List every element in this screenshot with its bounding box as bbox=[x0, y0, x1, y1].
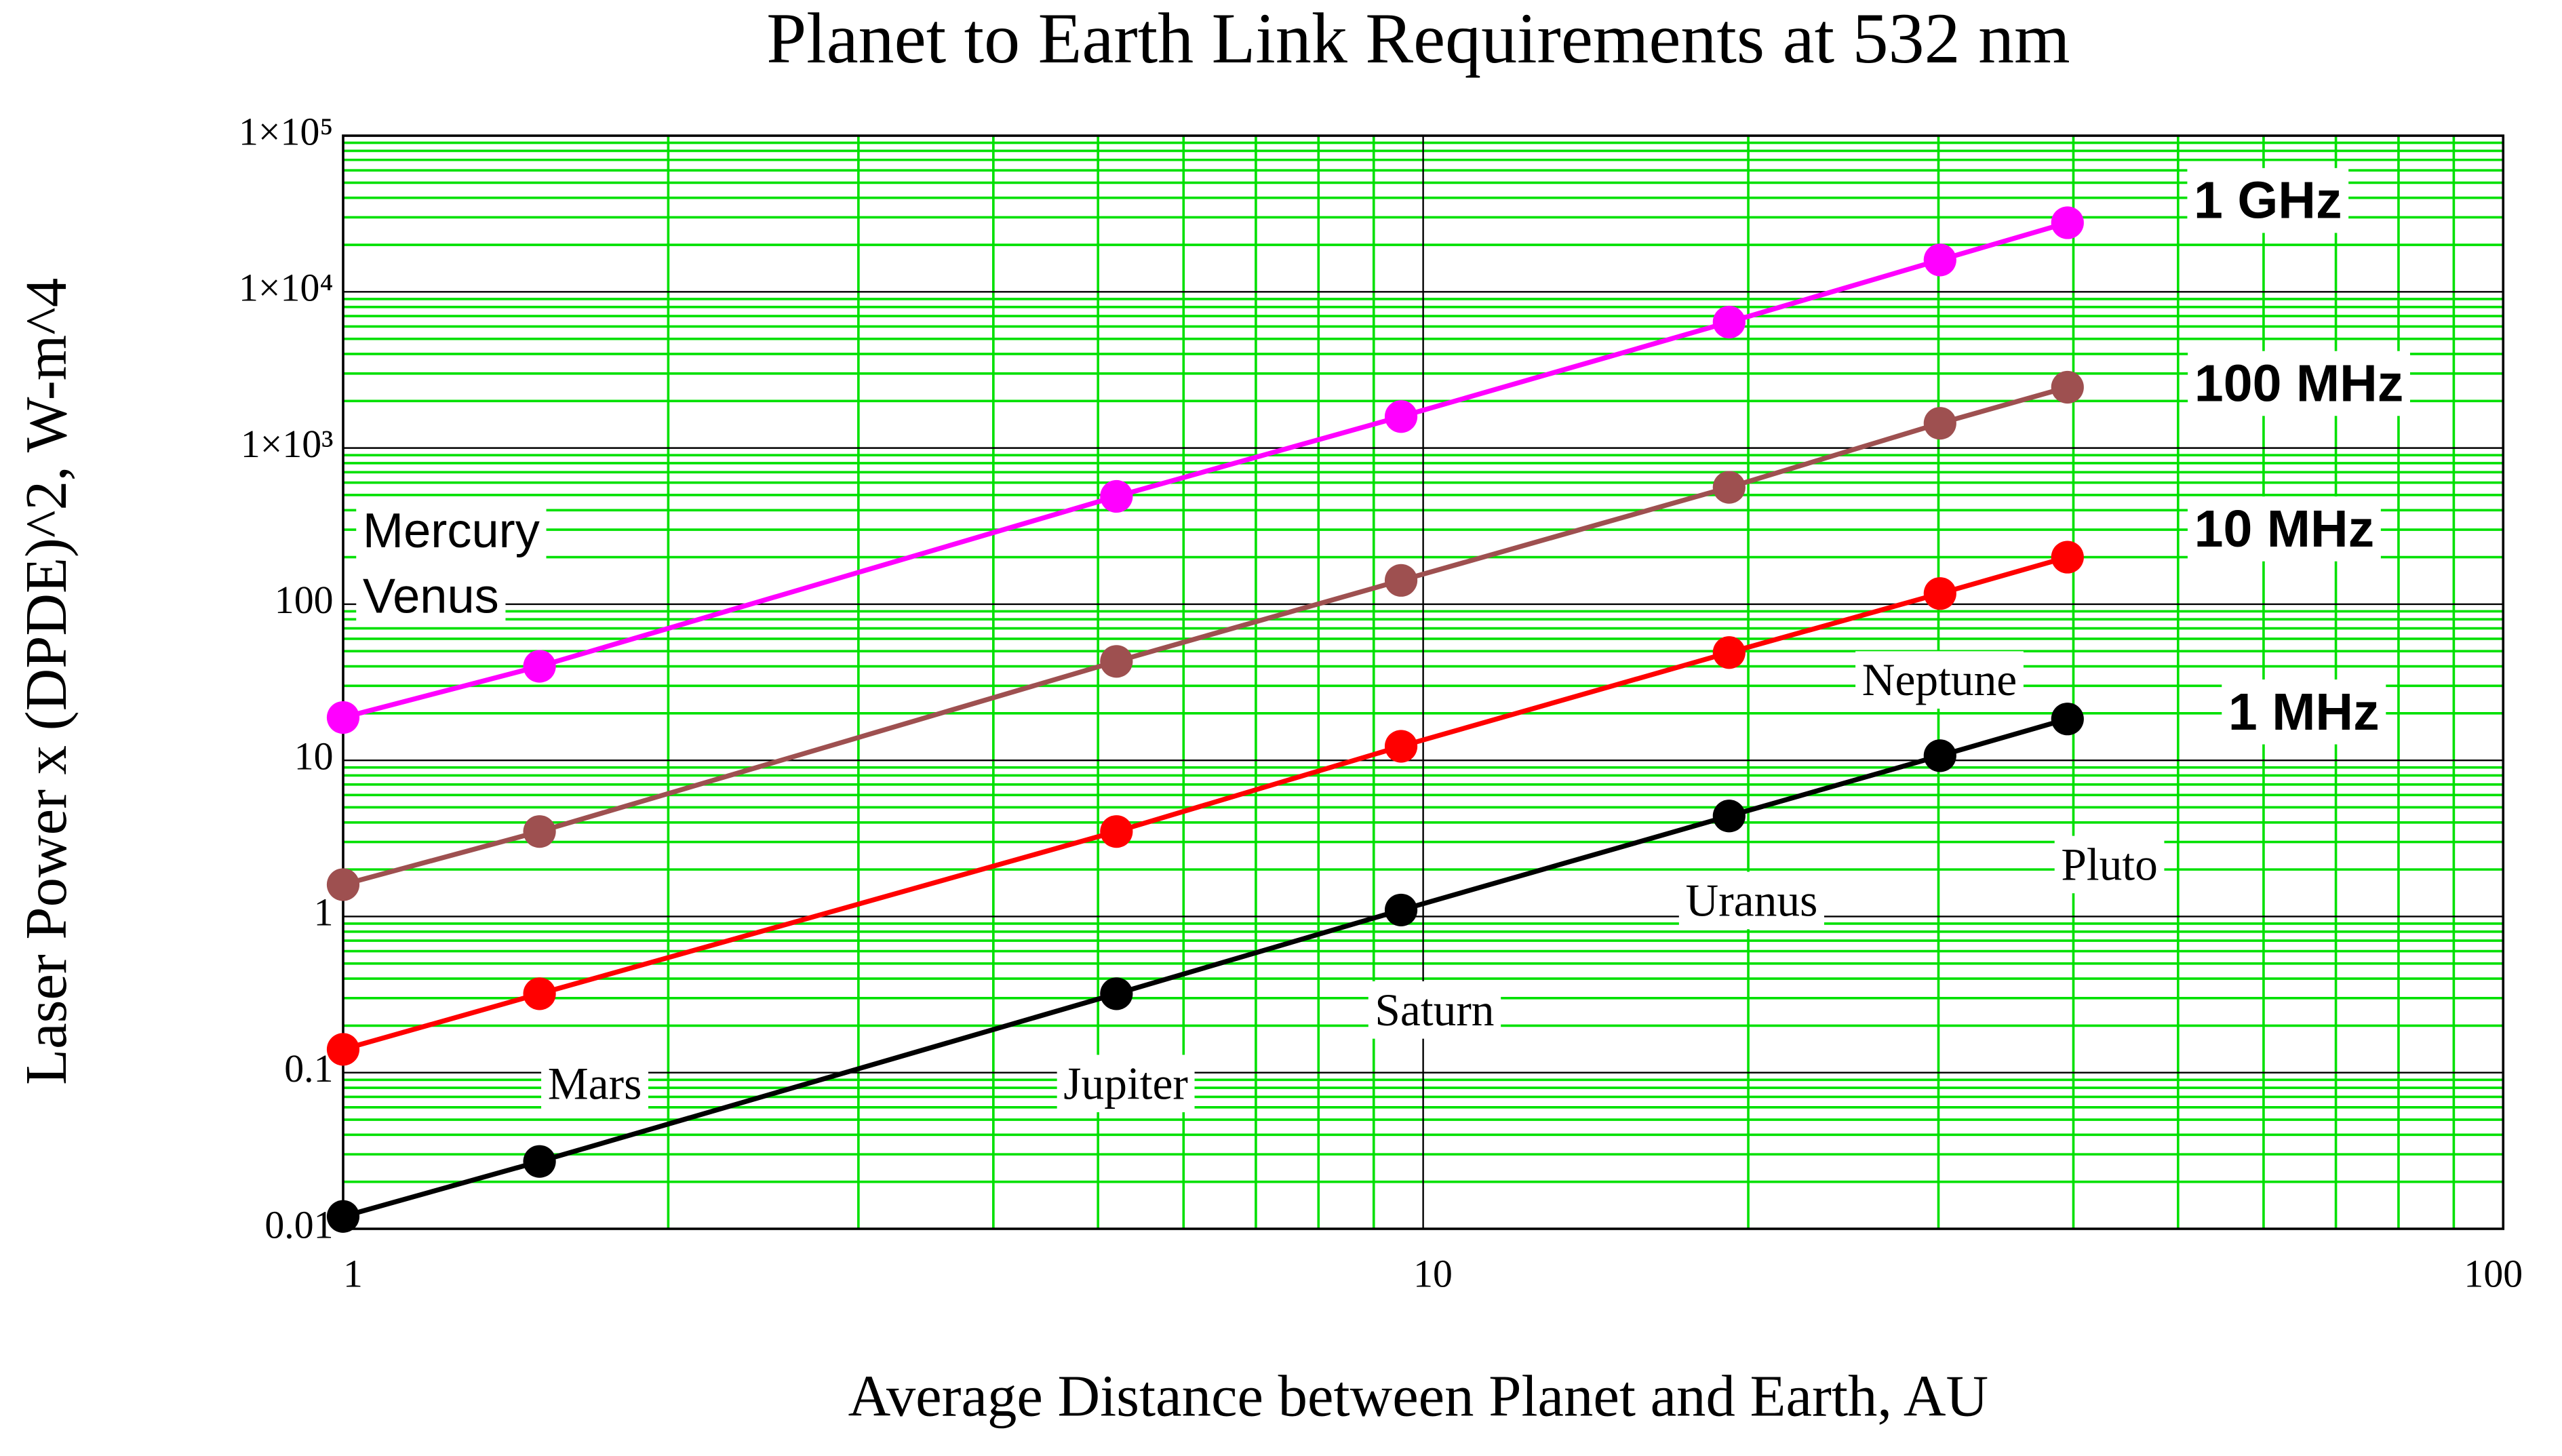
label-background bbox=[356, 500, 547, 562]
label-background bbox=[2187, 496, 2381, 562]
y-tick-label: 1×10⁴ bbox=[239, 266, 333, 310]
x-tick-label: 1 bbox=[343, 1252, 363, 1296]
data-point bbox=[2051, 206, 2084, 239]
label-background bbox=[1057, 1055, 1195, 1113]
annotation: Mercury bbox=[363, 504, 540, 558]
data-point bbox=[326, 1200, 360, 1233]
y-axis-label: Laser Power x (DPDE)^2, W-m^4 bbox=[14, 278, 79, 1085]
label-background bbox=[1855, 651, 2024, 709]
grid bbox=[342, 134, 2504, 1230]
data-point bbox=[1100, 815, 1133, 848]
data-point bbox=[523, 977, 556, 1010]
data-point bbox=[1384, 730, 1418, 763]
data-point bbox=[1923, 577, 1956, 610]
data-point bbox=[2051, 703, 2084, 736]
data-point bbox=[1100, 645, 1133, 678]
annotation: Jupiter bbox=[1063, 1058, 1188, 1109]
legend-label: 1 MHz bbox=[2228, 683, 2380, 741]
annotation: Mars bbox=[548, 1058, 642, 1109]
y-tick-label: 1×10⁵ bbox=[239, 109, 333, 153]
y-tick-label: 0.01 bbox=[264, 1202, 333, 1246]
data-point bbox=[1384, 893, 1418, 927]
data-point bbox=[1100, 479, 1133, 513]
data-point bbox=[1712, 305, 1746, 339]
label-background bbox=[2222, 679, 2386, 745]
data-point bbox=[2051, 370, 2084, 404]
y-tick-label: 10 bbox=[294, 734, 334, 778]
data-point bbox=[1712, 636, 1746, 669]
data-point bbox=[1712, 471, 1746, 504]
data-point bbox=[523, 815, 556, 848]
legend-label: 100 MHz bbox=[2194, 354, 2404, 412]
label-background bbox=[541, 1055, 648, 1113]
data-point bbox=[1712, 800, 1746, 833]
annotation: Uranus bbox=[1686, 875, 1818, 926]
annotation: Neptune bbox=[1862, 654, 2017, 705]
data-point bbox=[1923, 243, 1956, 277]
chart-title: Planet to Earth Link Requirements at 532… bbox=[766, 0, 2070, 78]
label-background bbox=[2187, 168, 2349, 233]
data-point bbox=[1100, 977, 1133, 1010]
data-point bbox=[1384, 564, 1418, 597]
y-tick-label: 1×10³ bbox=[241, 422, 334, 466]
x-tick-label: 100 bbox=[2464, 1252, 2523, 1296]
annotation: Venus bbox=[363, 569, 499, 623]
y-tick-label: 100 bbox=[275, 578, 334, 622]
plot-frame bbox=[342, 134, 2505, 1230]
y-tick-label: 0.1 bbox=[284, 1046, 333, 1090]
data-point bbox=[1923, 407, 1956, 440]
legend-label: 10 MHz bbox=[2194, 500, 2375, 558]
data-point bbox=[1384, 400, 1418, 433]
data-point bbox=[523, 650, 556, 683]
annotation: Saturn bbox=[1375, 985, 1494, 1036]
data-point bbox=[2051, 540, 2084, 574]
x-tick-label: 10 bbox=[1413, 1252, 1453, 1296]
label-background bbox=[2054, 835, 2165, 894]
data-point bbox=[326, 868, 360, 901]
legend-label: 1 GHz bbox=[2194, 172, 2342, 230]
x-axis-label: Average Distance between Planet and Eart… bbox=[848, 1363, 1989, 1428]
y-tick-label: 1 bbox=[314, 890, 334, 934]
label-background bbox=[356, 566, 506, 627]
label-background bbox=[2188, 351, 2410, 416]
data-point bbox=[1923, 739, 1956, 772]
data-point bbox=[523, 1145, 556, 1178]
annotation: Pluto bbox=[2061, 839, 2157, 890]
data-point bbox=[326, 1033, 360, 1066]
label-background bbox=[1368, 981, 1501, 1039]
data-point bbox=[326, 701, 360, 734]
label-background bbox=[1678, 871, 1824, 930]
